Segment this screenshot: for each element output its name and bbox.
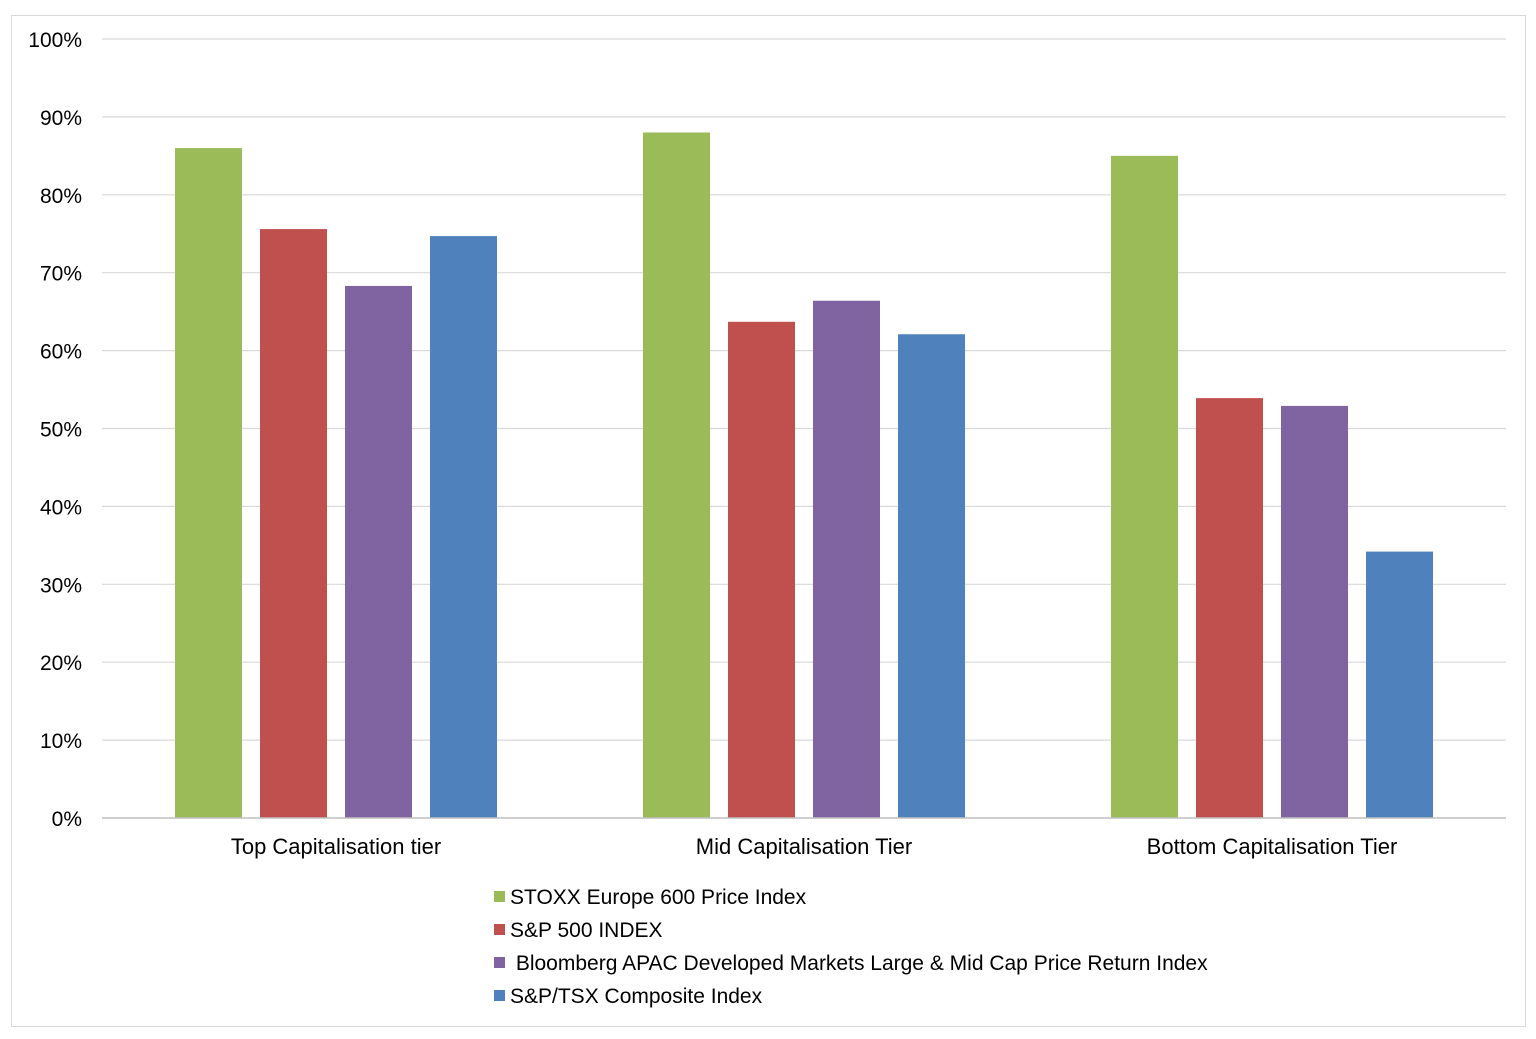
bar-2-2 (1281, 405, 1348, 818)
legend-label: Bloomberg APAC Developed Markets Large &… (510, 952, 1208, 975)
legend-label: S&P/TSX Composite Index (510, 985, 763, 1008)
legend: STOXX Europe 600 Price Index S&P 500 INDE… (494, 886, 1208, 1008)
bars (175, 132, 1433, 819)
legend-label: S&P 500 INDEX (510, 919, 663, 942)
bar-1-1 (728, 321, 795, 818)
x-axis-category-labels: Top Capitalisation tier Mid Capitalisatio… (231, 834, 1398, 859)
legend-swatch (494, 891, 505, 902)
y-tick-label: 60% (40, 341, 82, 364)
y-tick-label: 0% (52, 808, 82, 831)
y-tick-label: 30% (40, 574, 82, 597)
y-tick-label: 90% (40, 107, 82, 130)
y-tick-label: 80% (40, 185, 82, 208)
bar-2-0 (1111, 155, 1178, 819)
x-category-label: Mid Capitalisation Tier (696, 834, 912, 859)
gridlines (102, 38, 1506, 741)
bar-2-3 (1366, 551, 1433, 818)
bar-0-2 (345, 285, 412, 818)
legend-swatch (494, 957, 505, 968)
y-axis-tick-labels: 0% 10% 20% 30% 40% 50% 60% 70% 80% 90% 100% (28, 29, 82, 831)
bar-0-3 (430, 236, 497, 818)
legend-swatch (494, 924, 505, 935)
legend-swatch (494, 990, 505, 1001)
bar-1-2 (813, 300, 880, 818)
bar-0-1 (260, 229, 327, 819)
y-tick-label: 20% (40, 652, 82, 675)
x-category-label: Bottom Capitalisation Tier (1147, 834, 1398, 859)
bar-1-3 (898, 334, 965, 818)
legend-item: Bloomberg APAC Developed Markets Large &… (494, 952, 1208, 975)
y-tick-label: 50% (40, 419, 82, 442)
legend-item: S&P/TSX Composite Index (494, 985, 763, 1008)
y-tick-label: 70% (40, 263, 82, 286)
x-category-label: Top Capitalisation tier (231, 834, 441, 859)
legend-item: STOXX Europe 600 Price Index (494, 886, 807, 909)
bar-0-0 (175, 148, 242, 818)
legend-label: STOXX Europe 600 Price Index (510, 886, 807, 909)
y-tick-label: 10% (40, 730, 82, 753)
bar-1-0 (643, 132, 710, 819)
bar-2-1 (1196, 398, 1263, 818)
y-tick-label: 100% (28, 29, 82, 52)
y-tick-label: 40% (40, 496, 82, 519)
legend-item: S&P 500 INDEX (494, 919, 663, 942)
